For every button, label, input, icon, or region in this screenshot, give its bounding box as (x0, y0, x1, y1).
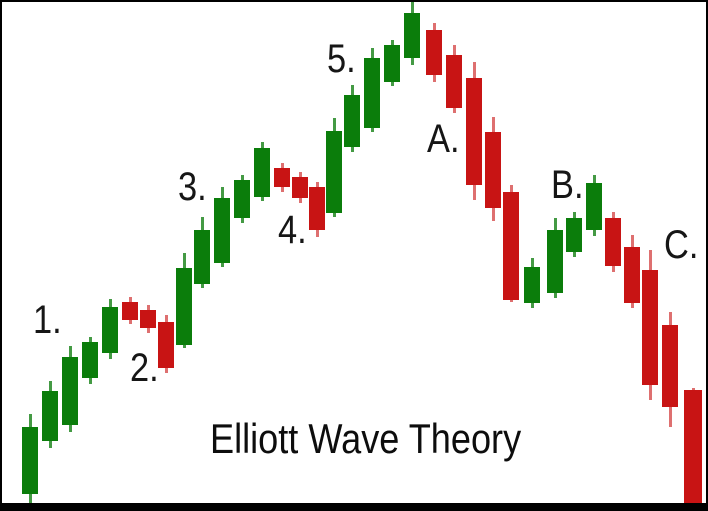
candlestick-up (326, 118, 342, 217)
candle-body (624, 247, 640, 303)
candle-body (547, 230, 563, 293)
candlestick-down (158, 315, 174, 373)
candle-body (426, 30, 442, 75)
wave-label: 5. (327, 37, 356, 81)
candle-body (466, 78, 482, 185)
candlestick-down (684, 388, 702, 503)
candlestick-up (194, 217, 210, 288)
candlestick-up (176, 253, 192, 348)
candle-body (662, 325, 678, 407)
candle-body (158, 322, 174, 368)
candlestick-down (485, 117, 501, 221)
candle-body (605, 218, 621, 266)
candle-body (364, 58, 380, 128)
candlestick-down (274, 163, 290, 192)
candle-body (82, 342, 98, 378)
candle-body (176, 268, 192, 345)
candle-body (384, 45, 400, 82)
candlestick-down (446, 45, 462, 113)
candle-body (194, 230, 210, 284)
wave-label: C. (664, 223, 699, 267)
candle-body (309, 187, 325, 230)
candle-body (344, 95, 360, 147)
candle-body (122, 302, 138, 320)
candle-body (404, 13, 420, 58)
candlestick-down (503, 185, 519, 302)
candlestick-up (254, 142, 270, 201)
candlestick-up (404, 2, 420, 65)
candlestick-down (624, 235, 640, 308)
candle-body (503, 192, 519, 300)
candle-body (684, 390, 702, 503)
candlestick-chart: Elliott Wave Theory 1. 2. 3. 4. 5. A. B. C. (2, 2, 706, 503)
candle-body (42, 391, 58, 441)
candle-body (140, 310, 156, 328)
candlestick-up (62, 346, 78, 432)
candlestick-up (102, 299, 118, 359)
candle-body (292, 177, 308, 198)
candlestick-up (234, 175, 250, 223)
candle-body (234, 180, 250, 218)
candlestick-up (524, 258, 540, 308)
candlestick-down (292, 172, 308, 203)
candlestick-up (42, 381, 58, 448)
candle-body (566, 218, 582, 252)
candlestick-up (364, 48, 380, 132)
wave-label: B. (551, 163, 584, 207)
chart-title: Elliott Wave Theory (210, 415, 522, 462)
candle-body (642, 270, 658, 385)
candlestick-down (426, 23, 442, 82)
candlestick-up (384, 40, 400, 86)
candlestick-down (662, 312, 678, 427)
candlestick-up (214, 187, 230, 267)
candlestick-down (466, 62, 482, 200)
candlestick-up (547, 218, 563, 298)
candlestick-down (605, 212, 621, 272)
candle-body (62, 357, 78, 425)
candle-body (586, 183, 602, 230)
candlestick-up (344, 85, 360, 152)
candlestick-down (309, 182, 325, 237)
candle-body (214, 198, 230, 263)
candle-body (254, 148, 270, 197)
candle-body (485, 132, 501, 208)
candlestick-up (22, 414, 38, 503)
candle-body (326, 131, 342, 213)
wave-label: 2. (130, 346, 159, 390)
wave-label: 4. (278, 208, 307, 252)
candlestick-up (82, 337, 98, 384)
candle-body (274, 168, 290, 187)
candlestick-up (586, 175, 602, 236)
wave-label: A. (427, 117, 460, 161)
wave-label: 1. (33, 298, 62, 342)
candle-body (102, 307, 118, 353)
candlestick-down (122, 297, 138, 324)
candlestick-down (140, 305, 156, 333)
candlestick-up (566, 212, 582, 257)
candle-body (524, 267, 540, 303)
candle-body (22, 427, 38, 494)
candlestick-down (642, 250, 658, 400)
candle-body (446, 55, 462, 108)
wave-label: 3. (178, 165, 207, 209)
